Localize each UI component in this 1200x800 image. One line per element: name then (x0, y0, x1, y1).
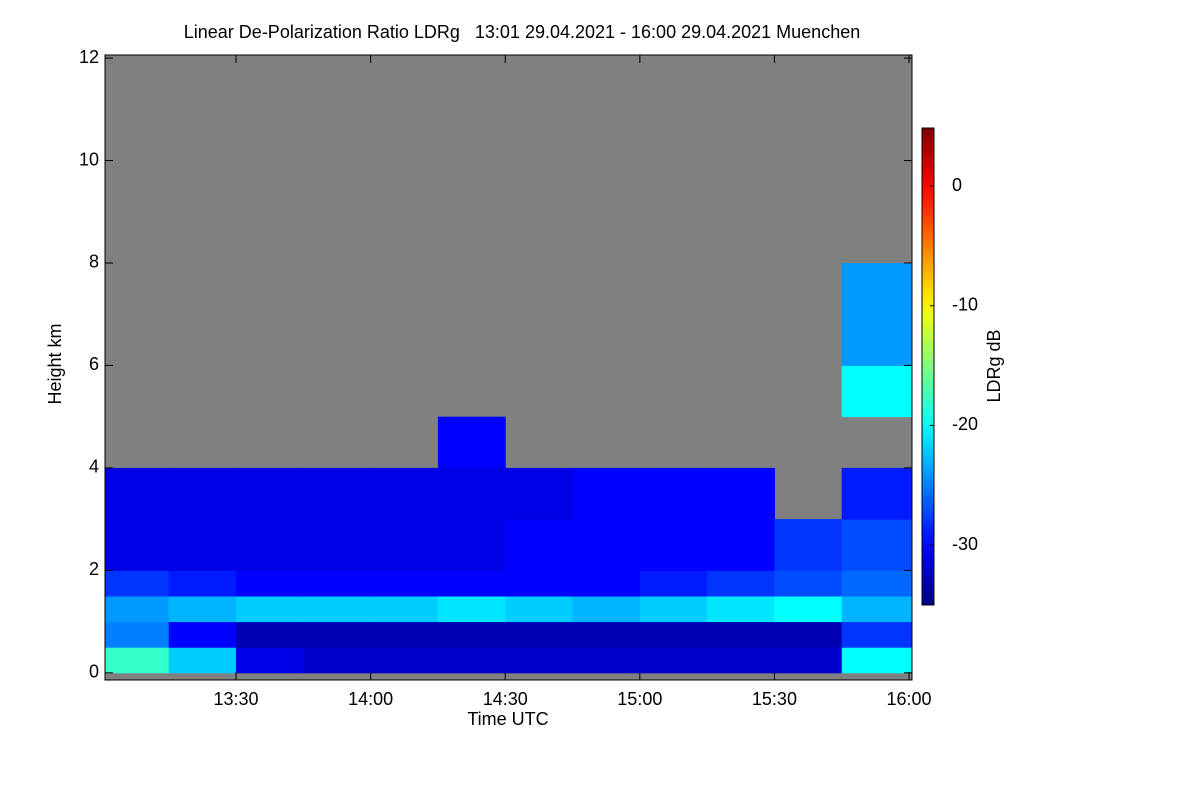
heatmap-cell (707, 647, 775, 674)
heatmap-cell (437, 519, 506, 571)
heatmap-cell (105, 467, 170, 520)
heatmap-cell (168, 595, 237, 623)
heatmap-cell (437, 595, 506, 623)
heatmap-cell (505, 519, 574, 571)
heatmap-cell (572, 595, 641, 623)
heatmap-cell (370, 647, 439, 674)
heatmap-cell (303, 621, 372, 648)
heatmap-cell (707, 595, 775, 623)
heatmap-cell (707, 519, 775, 571)
heatmap-cell (236, 467, 304, 520)
heatmap-cell (505, 647, 574, 674)
heatmap-cell (841, 621, 913, 648)
heatmap-cell (303, 519, 372, 571)
heatmap-cell (437, 570, 506, 597)
y-tick-label: 8 (89, 252, 99, 272)
heatmap-cell (303, 595, 372, 623)
colorbar (921, 127, 935, 606)
heatmap-cell (639, 647, 708, 674)
y-tick-label: 12 (79, 47, 99, 67)
heatmap-cell (303, 467, 372, 520)
heatmap-cell (168, 621, 237, 648)
heatmap-cell (505, 595, 574, 623)
heatmap-cell (841, 467, 913, 520)
heatmap-cell (168, 519, 237, 571)
heatmap-cell (105, 570, 170, 597)
heatmap-cell (505, 570, 574, 597)
x-tick-label: 14:30 (483, 689, 528, 709)
heatmap-cell (639, 467, 708, 520)
heatmap-cell (236, 647, 304, 674)
y-tick-label: 6 (89, 354, 99, 374)
heatmap-cell (572, 647, 641, 674)
colorbar-tick-label: -30 (952, 534, 978, 554)
heatmap-cell (505, 467, 574, 520)
heatmap-cell (841, 262, 913, 366)
heatmap-cell (774, 621, 843, 648)
heatmap-cell (639, 570, 708, 597)
heatmap-cell (370, 595, 439, 623)
heatmap-cell (370, 519, 439, 571)
heatmap-cell (572, 570, 641, 597)
heatmap-cell (437, 621, 506, 648)
heatmap-cell (105, 595, 170, 623)
heatmap-cell (236, 595, 304, 623)
heatmap-cell (168, 647, 237, 674)
heatmap-cell (236, 621, 304, 648)
heatmap-cell (236, 570, 304, 597)
colorbar-tick-label: 0 (952, 175, 962, 195)
heatmap-cell (105, 621, 170, 648)
heatmap-cell (841, 647, 913, 674)
y-tick-label: 10 (79, 149, 99, 169)
chart-title: Linear De-Polarization Ratio LDRg 13:01 … (184, 22, 860, 42)
y-tick-label: 2 (89, 559, 99, 579)
heatmap-cell (774, 595, 843, 623)
heatmap-cell (437, 467, 506, 520)
plot-frame (104, 54, 913, 681)
heatmap-cell (105, 519, 170, 571)
heatmap-cell (639, 621, 708, 648)
heatmap-cell (841, 519, 913, 571)
heatmap-cell (707, 621, 775, 648)
x-tick-label: 16:00 (887, 689, 932, 709)
heatmap-cell (774, 570, 843, 597)
x-axis-label: Time UTC (467, 709, 548, 729)
heatmap-cell (370, 621, 439, 648)
heatmap-cell (505, 621, 574, 648)
heatmap-cell (168, 570, 237, 597)
heatmap-cell (572, 621, 641, 648)
heatmap-cell (841, 595, 913, 623)
x-tick-label: 15:30 (752, 689, 797, 709)
heatmap-cell (774, 519, 843, 571)
heatmap-cell (639, 595, 708, 623)
y-tick-label: 4 (89, 457, 99, 477)
heatmap-cell (303, 647, 372, 674)
x-tick-label: 15:00 (617, 689, 662, 709)
heatmap-cell (437, 416, 506, 469)
heatmap-cell (105, 647, 170, 674)
heatmap-cell (572, 467, 641, 520)
colorbar-tick-label: -10 (952, 295, 978, 315)
colorbar-tick-label: -20 (952, 414, 978, 434)
heatmap-cell (572, 519, 641, 571)
heatmap-cell (707, 570, 775, 597)
colorbar-label: LDRg dB (984, 329, 1004, 402)
heatmap-cell (236, 519, 304, 571)
heatmap-cell (303, 570, 372, 597)
heatmap-cell (168, 467, 237, 520)
x-tick-label: 13:30 (213, 689, 258, 709)
heatmap-cell (841, 365, 913, 418)
heatmap-cell (437, 647, 506, 674)
heatmap-cell (370, 570, 439, 597)
y-tick-label: 0 (89, 662, 99, 682)
heatmap-cell (841, 570, 913, 597)
y-axis-label: Height km (45, 323, 65, 404)
heatmap-cell (370, 467, 439, 520)
x-tick-label: 14:00 (348, 689, 393, 709)
heatmap-cell (707, 467, 775, 520)
heatmap-cell (639, 519, 708, 571)
heatmap-cell (774, 647, 843, 674)
